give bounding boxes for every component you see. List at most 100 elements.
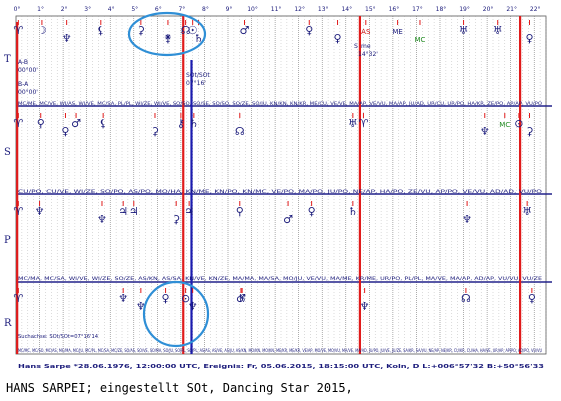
planet-glyph: ♅ bbox=[348, 117, 358, 130]
planet-glyph: ♈ bbox=[13, 205, 23, 218]
degree-tick-label: 8° bbox=[202, 6, 209, 13]
planet-glyph: ⚳ bbox=[525, 125, 533, 138]
degree-tick-label: 22° bbox=[530, 6, 541, 13]
highlight-circle bbox=[127, 11, 207, 57]
planet-glyph: ⚳ bbox=[137, 24, 145, 37]
planet-glyph: ♆ bbox=[188, 300, 198, 313]
planet-glyph: ME bbox=[392, 28, 402, 36]
degree-tick-label: 7° bbox=[178, 6, 185, 13]
degree-tick-label: 20° bbox=[483, 6, 494, 13]
planet-glyph: ♀ bbox=[162, 292, 170, 305]
row-label-t: T bbox=[4, 54, 11, 65]
aspect-list: MC/ME, MC/VE, WI/AS, WI/VE, MC/SA, PL/PL… bbox=[18, 101, 543, 107]
planet-glyph: ⊙ bbox=[181, 292, 190, 305]
note-sot-sot-value: 07°16' bbox=[186, 80, 206, 87]
aspect-list: CU/PO, CU/VE, WI/ZE, SO/PO, AS/PO, MO/HA… bbox=[18, 189, 543, 195]
planet-glyph: ♈ bbox=[359, 117, 369, 130]
degree-tick-label: 21° bbox=[506, 6, 517, 13]
planet-glyph: ♆ bbox=[136, 300, 146, 313]
planet-glyph: ♂ bbox=[236, 292, 246, 305]
degree-tick-label: 3° bbox=[84, 6, 91, 13]
degree-tick-label: 1° bbox=[37, 6, 44, 13]
aspect-list: MC/MA, MC/SA, WI/VE, WI/ZE, SO/ZE, AS/KN… bbox=[18, 276, 542, 282]
planet-glyph: ⊙ bbox=[514, 117, 523, 130]
planet-glyph: ⚷ bbox=[177, 117, 185, 130]
aspect-list: MC/MC, MC/SO, MC/AS, MC/MA, MC/JU, MC/PL… bbox=[18, 348, 542, 354]
planet-glyph: ♀ bbox=[525, 32, 533, 45]
planet-glyph: ♆ bbox=[360, 300, 370, 313]
planet-glyph: ⚸ bbox=[97, 24, 105, 37]
degree-tick-label: 6° bbox=[155, 6, 162, 13]
degree-tick-label: 11° bbox=[271, 6, 282, 13]
planet-glyph: ♆ bbox=[97, 213, 107, 226]
planet-glyph: ⚳ bbox=[172, 213, 180, 226]
planet-glyph: ☽ bbox=[37, 24, 47, 37]
degree-tick-label: 10° bbox=[247, 6, 258, 13]
planet-glyph: ♆ bbox=[462, 213, 472, 226]
planet-glyph: ☊ bbox=[235, 125, 245, 138]
degree-tick-label: 19° bbox=[459, 6, 470, 13]
planet-glyph: ♂ bbox=[240, 24, 250, 37]
note-me-value: 14°32' bbox=[358, 51, 378, 58]
planet-glyph: ♃ bbox=[129, 205, 139, 218]
note-sot-sot: SOt/SOt bbox=[186, 72, 210, 79]
row-label-s: S bbox=[4, 147, 11, 158]
note-a-b-value: 00°00' bbox=[18, 67, 38, 74]
note-s: S bbox=[354, 43, 358, 50]
planet-glyph: ♈ bbox=[13, 117, 23, 130]
planet-glyph: ♅ bbox=[493, 24, 503, 37]
planet-glyph: MC bbox=[499, 121, 510, 129]
degree-tick-label: 14° bbox=[341, 6, 352, 13]
planet-glyph: ♄ bbox=[194, 32, 204, 45]
note-b-a: B-A bbox=[18, 81, 29, 88]
planet-glyph: ☊ bbox=[181, 24, 191, 37]
degree-tick-label: 4° bbox=[108, 6, 115, 13]
row-label-p: P bbox=[4, 235, 11, 246]
row-label-r: R bbox=[4, 318, 12, 329]
planet-glyph: ♈ bbox=[13, 24, 23, 37]
planet-glyph: ♄ bbox=[189, 117, 199, 130]
note-a-b: A-B bbox=[18, 59, 28, 66]
planet-glyph: ♄ bbox=[237, 292, 247, 305]
degree-tick-label: 2° bbox=[61, 6, 68, 13]
planet-glyph: ♈ bbox=[13, 292, 23, 305]
planet-glyph: ⚸ bbox=[99, 117, 107, 130]
search-axis-label: Suchachse: SOt/SOt=07°16'14 bbox=[18, 334, 99, 340]
note-b-a-value: 00°00' bbox=[18, 89, 38, 96]
planet-glyph: ♀ bbox=[305, 24, 313, 37]
planet-glyph: ♄ bbox=[348, 205, 358, 218]
highlight-circle bbox=[142, 280, 210, 348]
subject-line: Hans Sarpe *28.06.1976, 12:00:00 UTC, Er… bbox=[18, 364, 544, 370]
degree-tick-label: 18° bbox=[436, 6, 447, 13]
degree-tick-label: 0° bbox=[14, 6, 21, 13]
planet-glyph: ⚲ bbox=[37, 117, 45, 130]
degree-tick-label: 15° bbox=[365, 6, 376, 13]
planet-glyph: ♆ bbox=[118, 292, 128, 305]
degree-tick-label: 17° bbox=[412, 6, 423, 13]
degree-tick-label: 12° bbox=[294, 6, 305, 13]
planet-glyph: ⚵ bbox=[164, 32, 172, 45]
planet-glyph: ♃ bbox=[184, 205, 194, 218]
planet-glyph: ♀ bbox=[308, 205, 316, 218]
degree-tick-label: 9° bbox=[226, 6, 233, 13]
planet-glyph: ☉ bbox=[188, 24, 198, 37]
planet-glyph: ♀ bbox=[334, 32, 342, 45]
planet-glyph: ⚳ bbox=[151, 125, 159, 138]
degree-tick-label: 16° bbox=[389, 6, 400, 13]
planet-glyph: ♆ bbox=[35, 205, 45, 218]
degree-tick-label: 5° bbox=[131, 6, 138, 13]
planet-glyph: ♆ bbox=[480, 125, 490, 138]
planet-glyph: ♀ bbox=[61, 125, 69, 138]
planet-glyph: ♂ bbox=[71, 117, 81, 130]
planet-glyph: ♆ bbox=[62, 32, 72, 45]
planet-glyph: ♀ bbox=[528, 292, 536, 305]
planet-glyph: ♃ bbox=[118, 205, 128, 218]
astro-chart-frame: 0° 1° 2° 3° 4° 5° 6° 7° 8° 9° 10° 11° 12° 13° 14° 15° 16… bbox=[4, 6, 552, 370]
planet-glyph: ♅ bbox=[522, 205, 532, 218]
planet-glyph: ♅ bbox=[459, 24, 469, 37]
planet-glyph: ⚲ bbox=[236, 205, 244, 218]
note-me: me bbox=[361, 43, 371, 50]
degree-tick-label: 13° bbox=[318, 6, 329, 13]
astrological-dial-chart: 0° 1° 2° 3° 4° 5° 6° 7° 8° 9° 10° 11° 12° 13° 14° 15° 16… bbox=[4, 6, 552, 370]
planet-glyph: ♂ bbox=[283, 213, 293, 226]
